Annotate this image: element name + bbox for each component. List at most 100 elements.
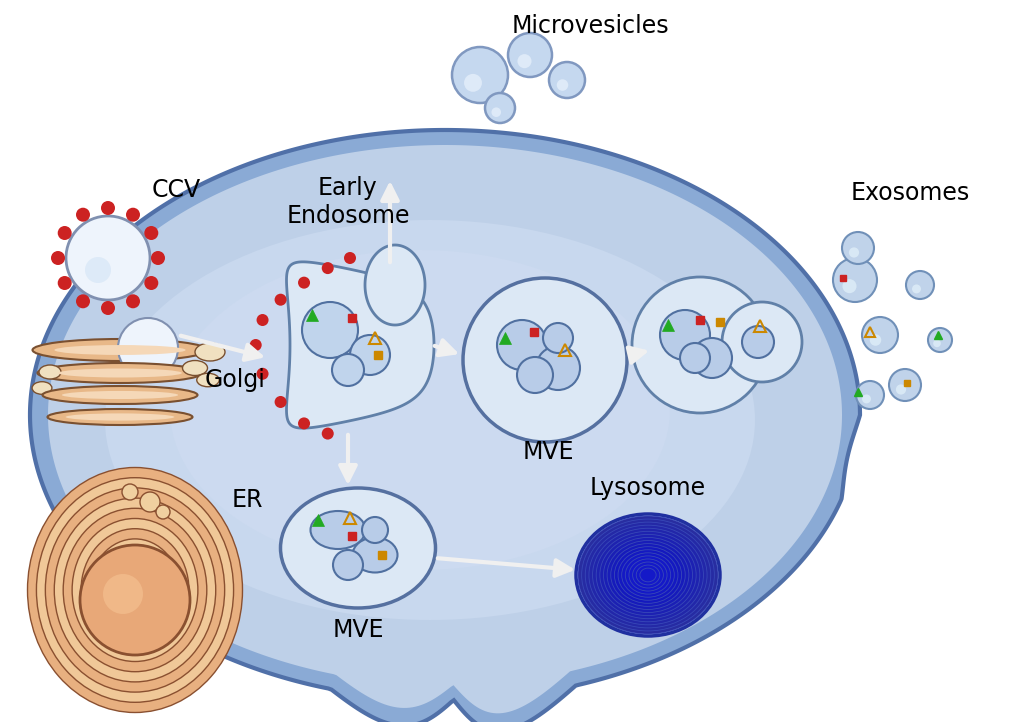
Circle shape [250, 339, 262, 351]
Circle shape [57, 276, 72, 290]
Ellipse shape [599, 534, 697, 616]
Ellipse shape [632, 562, 663, 588]
Circle shape [543, 323, 573, 353]
Circle shape [144, 226, 159, 240]
Circle shape [322, 262, 333, 274]
Ellipse shape [54, 498, 216, 682]
Text: Lysosome: Lysosome [590, 476, 706, 500]
Ellipse shape [582, 519, 714, 631]
Circle shape [101, 201, 115, 215]
Ellipse shape [54, 345, 185, 355]
Circle shape [862, 317, 898, 353]
Ellipse shape [596, 531, 700, 619]
Circle shape [126, 208, 140, 222]
Circle shape [549, 62, 585, 98]
Ellipse shape [81, 529, 189, 651]
Ellipse shape [611, 544, 685, 606]
Ellipse shape [196, 373, 219, 387]
Ellipse shape [625, 556, 671, 594]
Ellipse shape [47, 409, 192, 425]
Circle shape [51, 251, 65, 265]
Ellipse shape [618, 549, 678, 600]
Ellipse shape [311, 511, 365, 549]
Ellipse shape [58, 368, 182, 378]
Text: Exosomes: Exosomes [850, 181, 970, 205]
Circle shape [257, 367, 269, 380]
Circle shape [298, 417, 310, 430]
Circle shape [906, 271, 934, 299]
Circle shape [257, 314, 269, 326]
Circle shape [843, 279, 856, 293]
Polygon shape [365, 245, 425, 325]
Ellipse shape [37, 478, 233, 703]
Circle shape [842, 232, 874, 264]
Ellipse shape [38, 363, 203, 383]
Ellipse shape [636, 565, 660, 585]
Ellipse shape [615, 547, 681, 604]
Ellipse shape [90, 539, 180, 641]
Circle shape [933, 339, 941, 347]
Ellipse shape [45, 488, 225, 692]
Circle shape [849, 248, 859, 258]
Ellipse shape [43, 386, 197, 404]
Circle shape [298, 277, 310, 289]
Ellipse shape [639, 568, 656, 582]
Text: Microvesicles: Microvesicles [512, 14, 669, 38]
Circle shape [274, 396, 286, 408]
Ellipse shape [578, 516, 718, 634]
Circle shape [118, 318, 178, 378]
Circle shape [896, 384, 906, 395]
Circle shape [497, 320, 547, 370]
Circle shape [322, 427, 333, 440]
Circle shape [144, 276, 159, 290]
Ellipse shape [28, 468, 242, 713]
Circle shape [508, 33, 552, 77]
Circle shape [491, 108, 501, 117]
Circle shape [722, 302, 802, 382]
Circle shape [517, 357, 553, 393]
Circle shape [485, 93, 515, 123]
Circle shape [140, 492, 160, 512]
Ellipse shape [170, 250, 670, 570]
Text: MVE: MVE [332, 618, 384, 642]
Circle shape [660, 310, 710, 360]
Ellipse shape [105, 220, 755, 620]
Ellipse shape [39, 365, 61, 379]
Text: MVE: MVE [523, 440, 574, 464]
Circle shape [80, 545, 190, 655]
Text: Golgi: Golgi [205, 368, 266, 392]
Text: Early
Endosome: Early Endosome [286, 176, 410, 228]
Circle shape [463, 278, 627, 442]
Circle shape [464, 74, 482, 92]
Ellipse shape [195, 343, 225, 361]
Polygon shape [30, 130, 860, 722]
Ellipse shape [629, 559, 667, 591]
Circle shape [692, 338, 732, 378]
Ellipse shape [99, 549, 171, 631]
Circle shape [332, 354, 364, 386]
Circle shape [557, 79, 568, 91]
Circle shape [889, 369, 921, 401]
Circle shape [122, 484, 138, 500]
Circle shape [302, 302, 358, 358]
Circle shape [536, 346, 580, 390]
Polygon shape [286, 262, 434, 428]
Ellipse shape [592, 529, 704, 622]
Circle shape [862, 394, 871, 404]
Ellipse shape [65, 414, 174, 421]
Circle shape [928, 328, 952, 352]
Circle shape [66, 216, 150, 300]
Circle shape [833, 258, 877, 302]
Circle shape [344, 252, 356, 264]
Circle shape [76, 208, 90, 222]
Polygon shape [48, 145, 842, 713]
Circle shape [856, 381, 884, 409]
Circle shape [274, 294, 286, 305]
Ellipse shape [107, 560, 163, 621]
Circle shape [632, 277, 768, 413]
Circle shape [742, 326, 774, 358]
Circle shape [333, 550, 363, 580]
Circle shape [101, 301, 115, 315]
Circle shape [913, 284, 921, 293]
Circle shape [362, 517, 388, 543]
